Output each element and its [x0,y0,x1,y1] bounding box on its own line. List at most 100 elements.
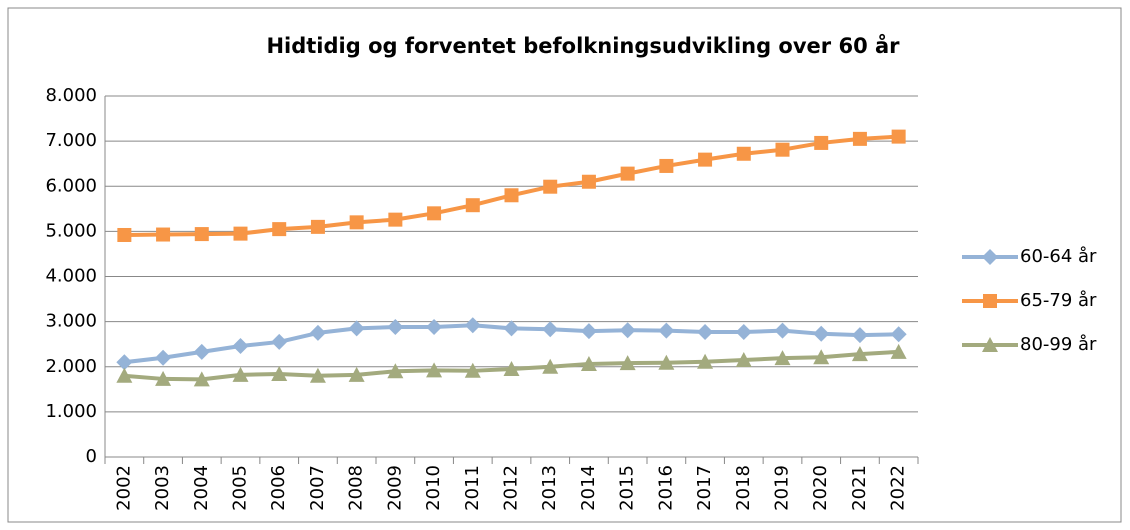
marker [620,166,635,181]
marker [348,320,365,337]
marker [852,131,867,146]
marker [774,350,791,366]
marker [890,343,907,359]
marker [464,362,481,378]
x-tick-label: 2005 [230,465,251,511]
marker [697,353,714,369]
marker [427,206,442,221]
x-tick-label: 2022 [888,465,909,511]
x-tick-label: 2017 [694,465,715,511]
x-tick-label: 2012 [501,465,522,511]
marker [504,188,519,203]
marker [348,366,365,382]
marker [465,198,480,213]
marker [503,320,520,337]
y-tick-label: 7.000 [45,130,97,151]
marker [271,333,288,350]
marker [116,354,133,371]
x-tick-label: 2015 [617,465,638,511]
marker [890,326,907,343]
x-tick-label: 2014 [578,465,599,511]
marker [851,327,868,344]
marker [155,349,172,366]
marker [503,361,520,377]
x-tick-label: 2004 [191,465,212,511]
marker [387,319,404,336]
marker [426,319,443,336]
marker [813,325,830,342]
x-tick-label: 2016 [655,465,676,511]
marker [309,324,326,341]
x-tick-label: 2006 [268,465,289,511]
marker [232,337,249,354]
marker [310,219,325,234]
marker [697,324,714,341]
marker [581,174,596,189]
y-tick-label: 5.000 [45,220,97,241]
y-tick-label: 6.000 [45,175,97,196]
marker [658,354,675,370]
x-tick-label: 2009 [384,465,405,511]
marker [851,346,868,362]
marker [117,227,132,242]
marker [814,135,829,150]
marker [982,337,998,352]
marker [891,129,906,144]
marker [194,227,209,242]
marker [232,366,249,382]
marker [464,317,481,334]
y-tick-label: 3.000 [45,311,97,332]
legend-label: 60-64 år [1020,246,1097,267]
x-tick-label: 2007 [307,465,328,511]
x-tick-label: 2018 [733,465,754,511]
y-tick-label: 1.000 [45,401,97,422]
marker [233,226,248,241]
marker [983,294,997,308]
marker [349,215,364,230]
marker [735,351,752,367]
y-tick-label: 8.000 [45,85,97,106]
marker [774,322,791,339]
marker [387,363,404,379]
marker [543,179,558,194]
marker [193,343,210,360]
marker [426,362,443,378]
x-tick-label: 2010 [423,465,444,511]
x-tick-label: 2020 [810,465,831,511]
marker [388,212,403,227]
marker [542,358,559,374]
x-tick-label: 2013 [539,465,560,511]
marker [698,152,713,167]
x-tick-label: 2002 [113,465,134,511]
legend-label: 65-79 år [1020,290,1097,311]
marker [193,371,210,387]
y-tick-label: 0 [86,446,97,467]
marker [813,349,830,365]
marker [272,222,287,237]
marker [982,249,998,265]
marker [156,227,171,242]
marker [736,146,751,161]
legend-label: 80-99 år [1020,334,1097,355]
chart-frame [7,7,1122,523]
x-tick-label: 2019 [772,465,793,511]
marker [580,323,597,340]
marker [619,322,636,339]
x-tick-label: 2011 [462,465,483,511]
y-tick-label: 4.000 [45,266,97,287]
x-tick-label: 2003 [152,465,173,511]
marker [155,370,172,386]
marker [735,324,752,341]
marker [658,322,675,339]
x-tick-label: 2021 [849,465,870,511]
marker [619,355,636,371]
marker [659,158,674,173]
marker [116,367,133,383]
marker [775,142,790,157]
marker [542,321,559,338]
marker [580,356,597,372]
marker [271,365,288,381]
x-tick-label: 2008 [346,465,367,511]
marker [309,367,326,383]
